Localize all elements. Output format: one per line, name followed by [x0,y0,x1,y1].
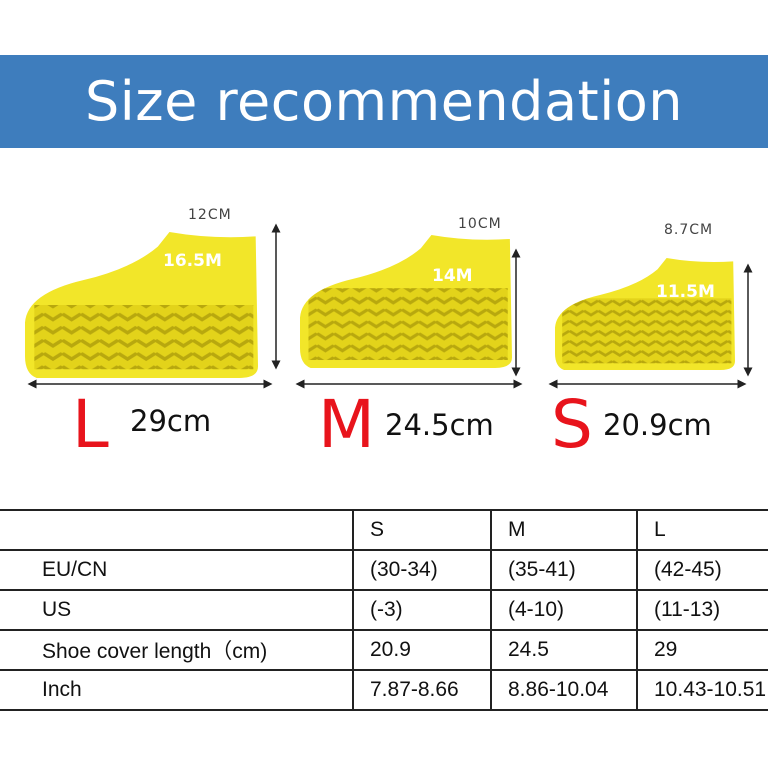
top-width-label: 12CM [188,207,232,223]
table-cell [0,509,353,551]
table-row: Shoe cover length（cm) 20.9 24.5 29 [0,629,768,671]
table-cell: (30-34) [352,549,491,591]
table-cell: 10.43-10.51 [636,669,768,711]
table-cell: Inch [0,669,353,711]
table-cell: L [636,509,768,551]
shoe-cover-L [25,232,258,378]
size-letter: M [318,386,375,463]
length-label: 24.5cm [385,408,494,442]
height-label: 14M [432,266,473,286]
table-cell: 29 [636,629,768,671]
table-row: US (-3) (4-10) (11-13) [0,589,768,631]
title-banner: Size recommendation [0,55,768,148]
shoe-cover-M [300,235,512,368]
length-label: 29cm [130,404,212,438]
height-label: 11.5M [656,282,715,302]
table-row: Inch 7.87-8.66 8.86-10.04 10.43-10.51 [0,669,768,711]
page-title: Size recommendation [85,70,683,133]
table-cell: US [0,589,353,631]
table-cell: Shoe cover length（cm) [0,629,353,671]
table-cell: (35-41) [490,549,637,591]
table-cell: (-3) [352,589,491,631]
top-width-label: 8.7CM [664,222,714,238]
shoe-illustrations [25,223,753,389]
table-cell: S [352,509,491,551]
table-cell: (11-13) [636,589,768,631]
table-cell: 7.87-8.66 [352,669,491,711]
tread-pattern [34,305,254,370]
tread-pattern [308,288,508,361]
table-cell: (4-10) [490,589,637,631]
size-letter: S [551,386,593,463]
table-cell: EU/CN [0,549,353,591]
table-cell: 24.5 [490,629,637,671]
table-cell: (42-45) [636,549,768,591]
top-width-label: 10CM [458,216,502,232]
table-cell: 20.9 [352,629,491,671]
table-cell: 8.86-10.04 [490,669,637,711]
size-table: S M L EU/CN (30-34) (35-41) (42-45) US (-3) (4-10… [0,509,768,711]
table-cell: M [490,509,637,551]
height-label: 16.5M [163,251,222,271]
length-label: 20.9cm [603,408,712,442]
size-letter: L [72,386,109,463]
tread-pattern [562,298,732,364]
table-row: EU/CN (30-34) (35-41) (42-45) [0,549,768,591]
shoe-cover-S [555,258,735,370]
